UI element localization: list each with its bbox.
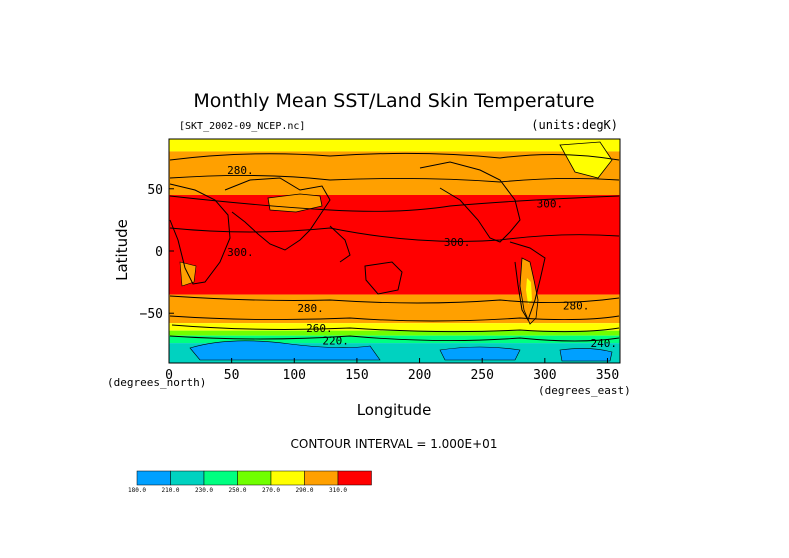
contour-label-0: 280. (227, 164, 254, 177)
chart-title: Monthly Mean SST/Land Skin Temperature (193, 90, 594, 112)
plot-area: 280. 300. 300. 300. 280. 280. 260.220. 240. (169, 139, 620, 363)
x-tick-label-2: 100 (283, 368, 306, 383)
latitude-band-0 (169, 139, 620, 152)
colorbar-label-2: 230.0 (195, 487, 213, 494)
x-tick-label-1: 50 (224, 368, 240, 383)
colorbar-swatch-0 (136, 470, 171, 486)
x-tick-label-7: 350 (596, 368, 619, 383)
contour-label-8: 240. (590, 337, 617, 350)
contour-label-5: 280. (563, 299, 590, 312)
y-axis-label: Latitude (113, 219, 131, 281)
colorbar-label-5: 290.0 (295, 487, 313, 494)
colorbar-label-3: 250.0 (228, 487, 246, 494)
y-tick-label-2: −50 (140, 307, 163, 322)
colorbar-label-0: 180.0 (128, 487, 146, 494)
greenland-cool (559, 141, 613, 179)
contour-interval: CONTOUR INTERVAL = 1.000E+01 (291, 437, 498, 451)
contour-lines (169, 174, 620, 342)
file-label: [SKT_2002-09_NCEP.nc] (179, 121, 305, 132)
contour-label-3: 300. (537, 197, 564, 210)
colorbar-swatch-1 (170, 470, 205, 486)
antarctic-blue-patch-2 (439, 346, 521, 361)
latitude-band-4 (169, 323, 620, 331)
x-tick-label-0: 0 (165, 368, 173, 383)
contour-label-6: 260. (306, 322, 333, 335)
x-axis-label: Longitude (357, 401, 432, 419)
contour-label-1: 300. (227, 246, 254, 259)
antarctic-blue-patch-3 (559, 348, 613, 362)
colorbar-label-4: 270.0 (262, 487, 280, 494)
colorbar-swatch-6 (337, 470, 372, 486)
colorbar-swatch-5 (304, 470, 339, 486)
y-tick-label-1: 0 (155, 245, 163, 260)
colorbar-label-6: 310.0 (329, 487, 347, 494)
contour-label-4: 280. (297, 302, 324, 315)
units-label: (units:degK) (531, 118, 618, 132)
coastlines (169, 152, 620, 333)
x-units-right: (degrees_east) (538, 384, 631, 397)
contour-label-2: 300. (444, 236, 471, 249)
colorbar-label-1: 210.0 (161, 487, 179, 494)
tibet-cool-region (267, 193, 323, 213)
x-units-left: (degrees_north) (107, 376, 206, 389)
x-tick-label-4: 200 (408, 368, 431, 383)
latitude-band-1 (169, 151, 620, 195)
x-tick-label-6: 300 (533, 368, 556, 383)
x-tick-label-5: 250 (470, 368, 493, 383)
latitude-band-5 (169, 330, 620, 336)
x-tick-label-3: 150 (345, 368, 368, 383)
colorbar-swatch-3 (237, 470, 272, 486)
contour-label-7: 220. (322, 334, 349, 347)
colorbar-swatch-4 (270, 470, 305, 486)
andes-yellow-patch (526, 278, 532, 304)
colorbar-swatch-2 (203, 470, 238, 486)
latitude-band-2 (169, 195, 620, 295)
antarctic-blue-patch (189, 340, 381, 361)
y-tick-label-0: 50 (147, 183, 163, 198)
